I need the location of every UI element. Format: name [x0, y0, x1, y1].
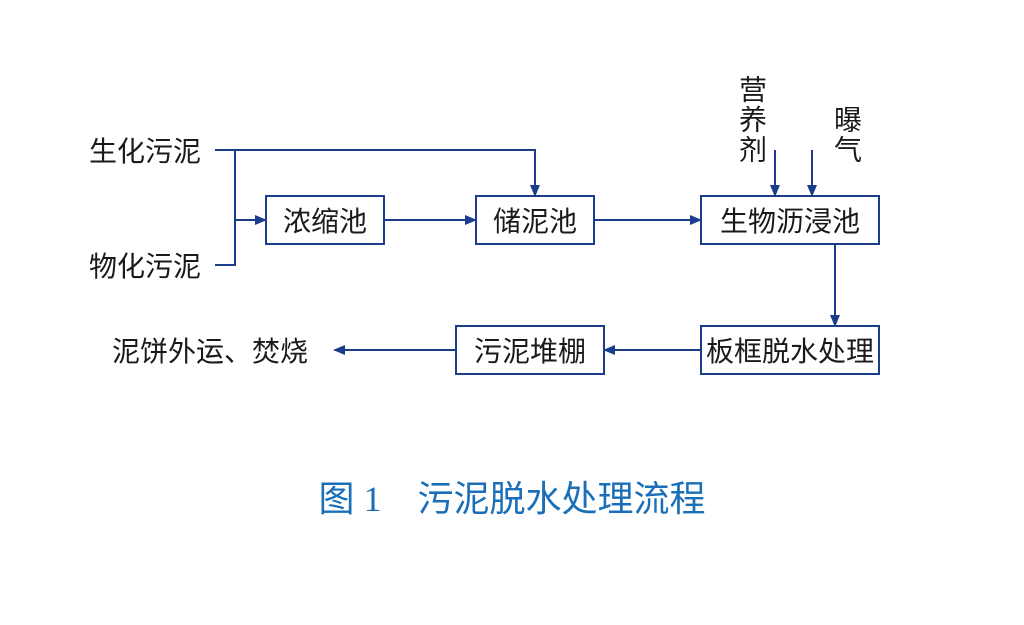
node-storage: 储泥池 — [475, 195, 595, 245]
node-label-text: 营养剂 — [730, 75, 770, 165]
node-plate: 板框脱水处理 — [700, 325, 880, 375]
node-chem_sludge: 物化污泥 — [75, 245, 215, 285]
node-out: 泥饼外运、焚烧 — [90, 330, 330, 370]
node-thickener: 浓缩池 — [265, 195, 385, 245]
node-label-text: 泥饼外运、焚烧 — [112, 330, 308, 370]
node-shed: 污泥堆棚 — [455, 325, 605, 375]
edges-layer — [0, 0, 1024, 625]
node-label-text: 储泥池 — [493, 200, 577, 240]
node-bio_sludge: 生化污泥 — [75, 130, 215, 170]
node-label-text: 污泥堆棚 — [474, 330, 586, 370]
edge-bio_sludge — [215, 150, 235, 220]
edge-chem_sludge — [215, 220, 265, 265]
edge-bio_sludge_to_storage — [235, 150, 535, 195]
flowchart-diagram: 生化污泥物化污泥 浓缩池 储泥池 生物沥浸池板框脱水处理 污泥堆棚 泥饼外运、焚烧 营养剂 曝… — [0, 0, 1024, 625]
node-nutrient_lbl: 营养剂 — [730, 60, 770, 180]
node-bioleach: 生物沥浸池 — [700, 195, 880, 245]
node-label-text: 物化污泥 — [89, 245, 201, 285]
node-label-text: 曝气 — [825, 105, 865, 165]
node-label-text: 浓缩池 — [283, 200, 367, 240]
node-label-text: 板框脱水处理 — [706, 330, 874, 370]
node-label-text: 生物沥浸池 — [720, 200, 860, 240]
node-label-text: 生化污泥 — [89, 130, 201, 170]
figure-caption: 图 1 污泥脱水处理流程 — [0, 470, 1024, 522]
node-aeration_lbl: 曝气 — [825, 90, 865, 180]
